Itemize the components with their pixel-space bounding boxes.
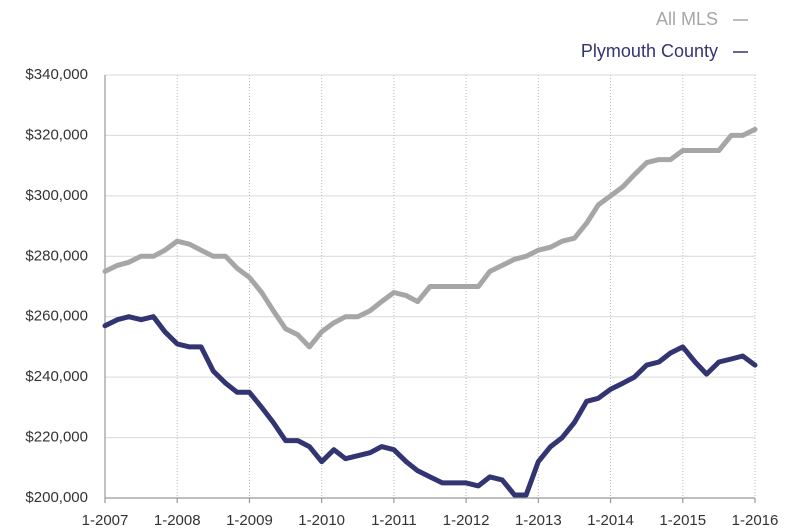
x-tick-label: 1-2008 — [154, 512, 201, 529]
x-tick-label: 1-2009 — [226, 512, 273, 529]
x-tick-label: 1-2013 — [515, 512, 562, 529]
y-tick-label: $220,000 — [25, 429, 88, 446]
y-tick-label: $240,000 — [25, 368, 88, 385]
y-tick-label: $280,000 — [25, 247, 88, 264]
y-tick-label: $200,000 — [25, 489, 88, 506]
x-tick-label: 1-2010 — [298, 512, 345, 529]
y-tick-label: $340,000 — [25, 66, 88, 83]
x-tick-label: 1-2011 — [371, 512, 417, 529]
x-tick-label: 1-2015 — [659, 512, 706, 529]
x-tick-label: 1-2007 — [82, 512, 129, 529]
legend-label: Plymouth County — [581, 41, 718, 61]
x-tick-label: 1-2016 — [732, 512, 779, 529]
y-tick-label: $260,000 — [25, 308, 88, 325]
series-line — [102, 314, 758, 498]
y-tick-label: $300,000 — [25, 187, 88, 204]
y-tick-label: $320,000 — [25, 126, 88, 143]
series-line — [102, 126, 758, 350]
x-tick-label: 1-2014 — [587, 512, 634, 529]
x-tick-label: 1-2012 — [443, 512, 490, 529]
legend-label: All MLS — [656, 9, 718, 29]
